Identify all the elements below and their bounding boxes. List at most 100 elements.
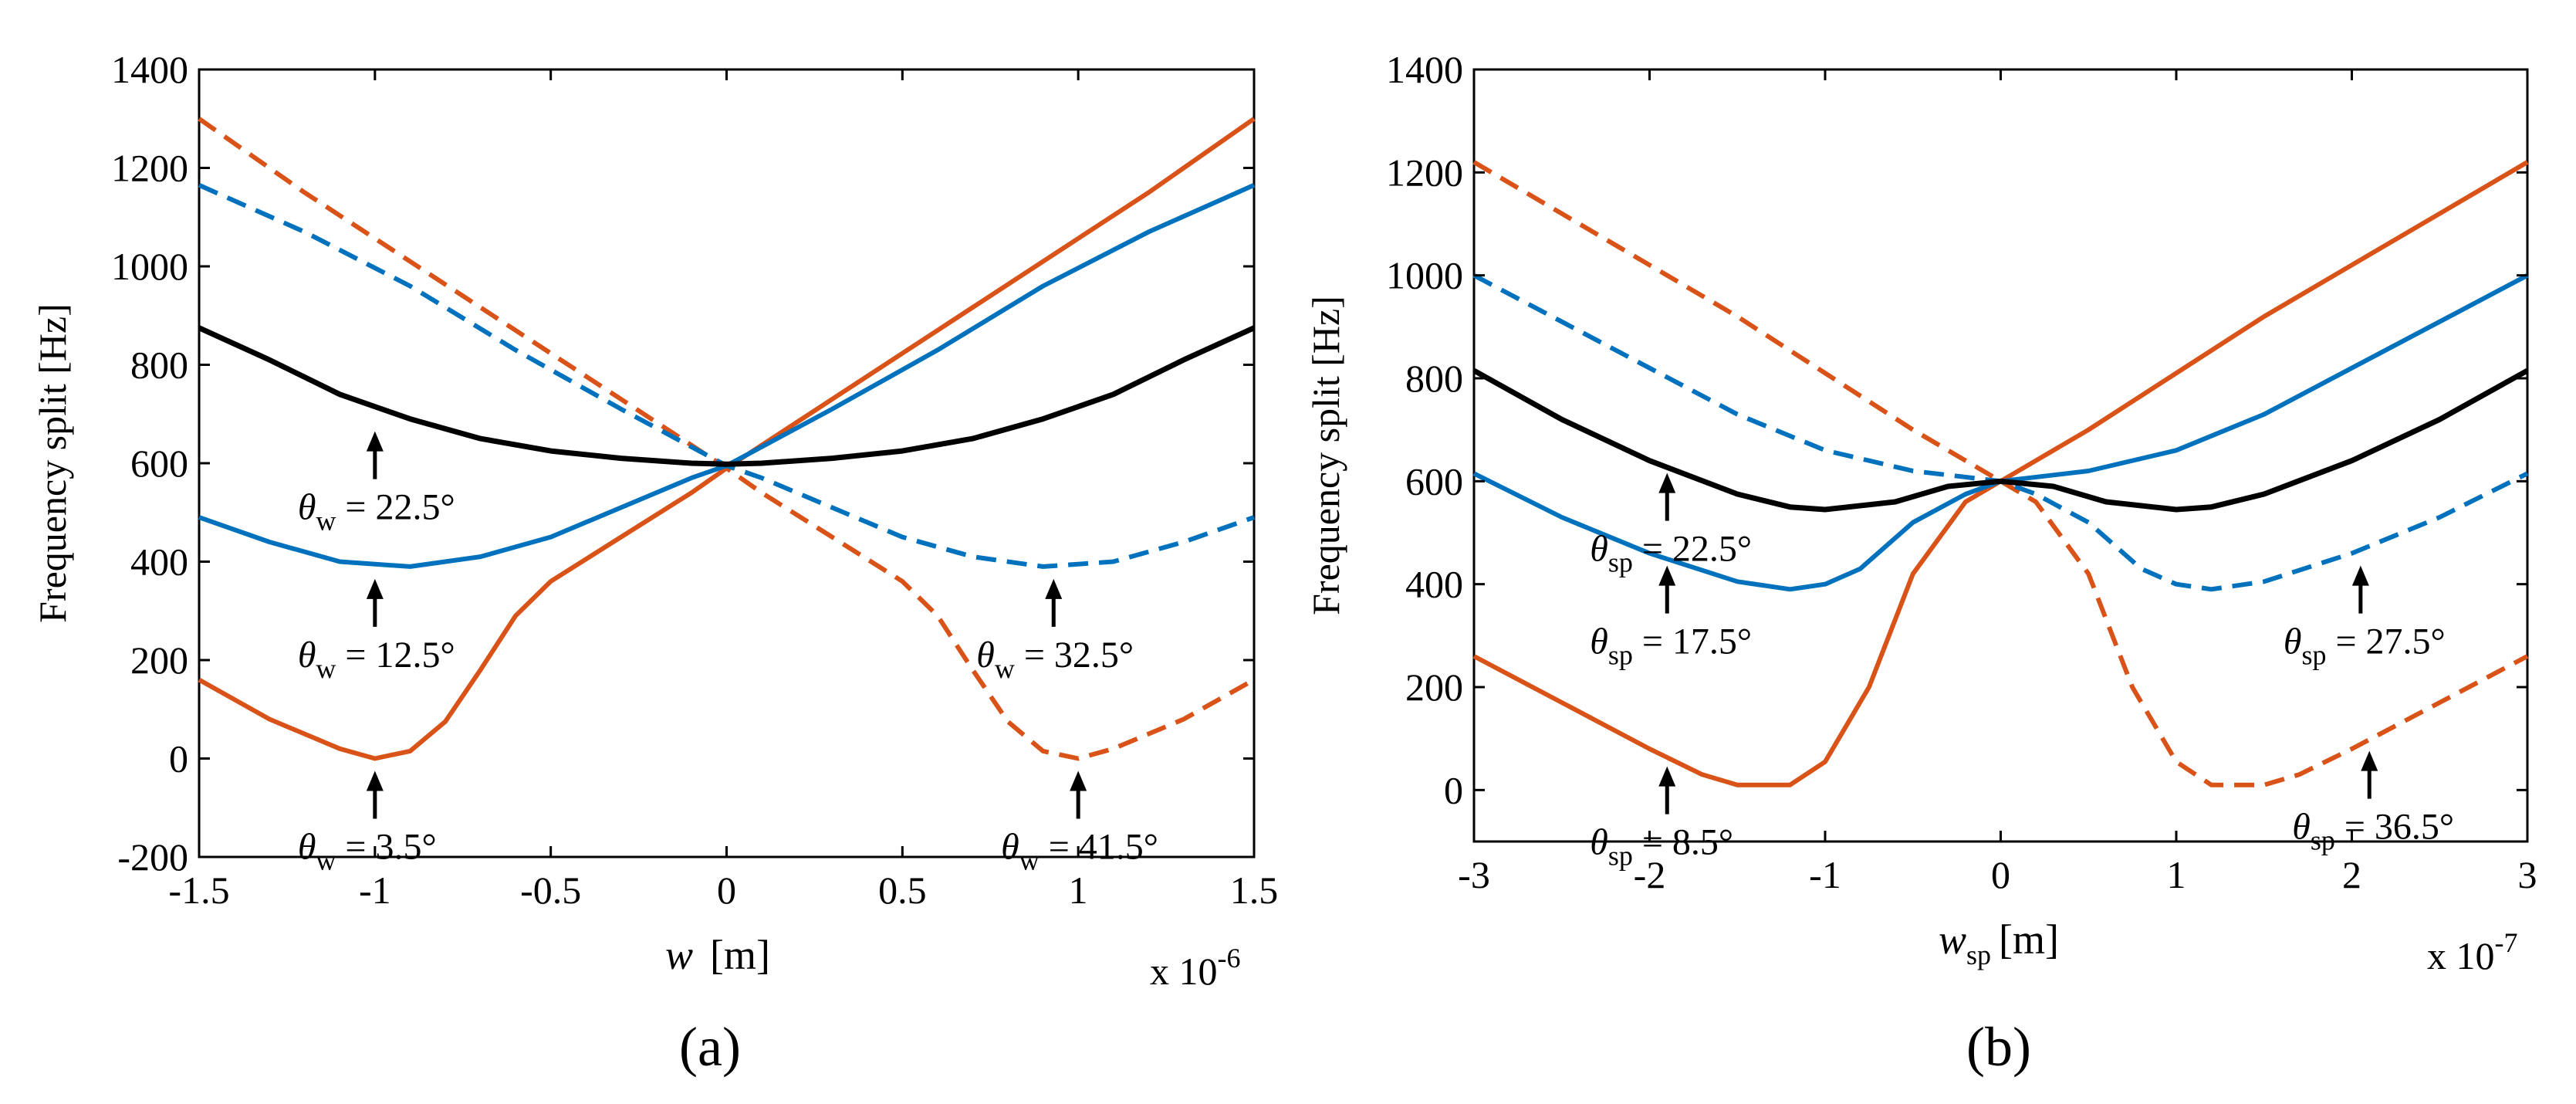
y-tick-label: 800 [1405,357,1463,400]
annotation-theta: θ [976,635,995,676]
annotation-arrow-head [366,770,384,791]
y-tick-label: 200 [130,638,188,682]
panel-label: (b) [1966,1016,2031,1078]
annotation-arrow-head [1658,565,1676,586]
annotation-value: = 3.5° [336,827,436,868]
x-axis-label-symbol: w [1939,916,1966,963]
annotation-theta: θ [1590,621,1608,662]
annotation-label: θw = 3.5° [298,827,437,876]
annotation-value: = 17.5° [1633,621,1752,662]
y-tick-label: 600 [130,442,188,485]
annotation-arrow-head [1658,472,1676,493]
series-line-dashed-1 [1472,160,2529,787]
x-axis-label-unit: [m] [1999,916,2059,963]
annotation-subscript: sp [1608,841,1633,872]
x-tick-label: -1 [359,869,391,912]
x-axis-label: w [m] [665,932,770,978]
annotation-value: = 32.5° [1015,635,1134,676]
annotation-theta: θ [298,635,316,676]
annotation-value: = 22.5° [1633,529,1752,570]
series-line-solid-4 [1472,367,2529,513]
chart-panel-a: -1.5 -1 -0.5 0 0.5 1 1.5 -200 0 200 400 600 800 1000 1… [31,48,1278,1078]
annotation-value: = 36.5° [2335,807,2454,848]
series-line-solid-4 [198,325,1256,467]
y-tick-label: 800 [130,344,188,387]
y-tick-label: 1400 [1386,48,1463,91]
annotation-subscript: sp [1608,640,1633,671]
x-tick-label: 1 [2167,853,2186,896]
x-tick-label: -3 [1458,853,1490,896]
annotation-subscript: w [316,506,336,537]
series-line-solid-2 [1472,273,2529,592]
y-tick-label: 200 [1405,665,1463,709]
plot-frame [1472,68,2529,843]
annotation-theta: θ [298,487,316,528]
y-tick-label: 1200 [111,147,188,190]
series-line-solid-0 [198,117,1256,761]
x-tick-label: -0.5 [520,869,581,912]
x-axis-multiplier: x 10-6 [1150,943,1241,993]
annotation-theta: θ [1590,529,1608,570]
series-line-solid-0 [1472,160,2529,787]
annotation-label: θsp = 27.5° [2284,621,2446,671]
annotation-arrow-head [2351,565,2369,586]
annotation-theta: θ [1001,827,1019,868]
x-axis-label-subscript: sp [1966,940,1991,970]
annotation-theta: θ [1590,822,1608,863]
x-axis-label-symbol: w [665,932,693,978]
x-axis-multiplier-base: x 10 [2427,934,2495,977]
x-tick-label: 0.5 [878,869,927,912]
series-line-solid-2 [198,183,1256,569]
annotation-subscript: sp [2311,825,2335,856]
annotation-label: θw = 41.5° [1001,827,1158,876]
annotation-label: θsp = 36.5° [2292,807,2454,856]
annotation-value: = 22.5° [336,487,455,528]
y-tick-label: 1400 [111,48,188,91]
x-tick-label: -2 [1634,853,1666,896]
annotation-label: θw = 12.5° [298,635,455,684]
annotation-subscript: sp [1608,547,1633,578]
x-tick-label: 0 [1991,853,2010,896]
y-tick-label: 1200 [1386,151,1463,194]
x-tick-label: 1.5 [1230,869,1279,912]
annotation-value: = 12.5° [336,635,455,676]
annotation-subscript: w [995,653,1015,684]
x-axis-multiplier-exponent: -6 [1218,943,1241,974]
y-tick-label: 0 [169,737,188,781]
x-axis-label: wsp [m] [1939,916,2059,970]
x-axis-multiplier: x 10-7 [2427,927,2518,977]
annotation-label: θsp = 22.5° [1590,529,1752,578]
series-line-dashed-3 [1472,273,2529,592]
x-tick-label: 0 [717,869,736,912]
annotation-value: = 8.5° [1633,822,1733,863]
annotation-theta: θ [298,827,316,868]
annotation-subscript: sp [2301,640,2326,671]
annotation-theta: θ [2284,621,2302,662]
annotation-arrow-head [366,578,384,599]
y-axis-label: Frequency split [Hz] [31,303,74,623]
annotation-subscript: w [1019,845,1040,876]
series-line-dashed-3 [198,183,1255,569]
annotation-theta: θ [2292,807,2311,848]
x-axis-label-unit: [m] [710,932,770,978]
annotation-arrow-head [366,431,384,452]
y-tick-label: 600 [1405,459,1463,503]
x-tick-label: -1 [1809,853,1841,896]
annotation-subscript: w [316,845,336,876]
annotation-value: = 27.5° [2326,621,2445,662]
y-tick-label: 1000 [1386,254,1463,297]
y-tick-label: -200 [117,835,188,879]
annotation-arrow-head [1658,766,1676,787]
y-tick-label: 0 [1444,768,1463,811]
x-tick-label: 2 [2342,853,2361,896]
x-tick-label: -1.5 [168,869,229,912]
y-axis-label: Frequency split [Hz] [1304,296,1347,615]
series-line-dashed-1 [198,117,1256,761]
annotation-subscript: w [316,653,336,684]
annotation-arrow-head [1070,770,1087,791]
chart-panel-b: -3 -2 -1 0 1 2 3 0 200 400 600 800 1000 1200 1400 Frequ… [1304,48,2537,1078]
x-tick-label: 1 [1069,869,1088,912]
annotation-label: θw = 32.5° [976,635,1134,684]
annotation-label: θsp = 17.5° [1590,621,1752,671]
y-tick-label: 400 [130,540,188,584]
